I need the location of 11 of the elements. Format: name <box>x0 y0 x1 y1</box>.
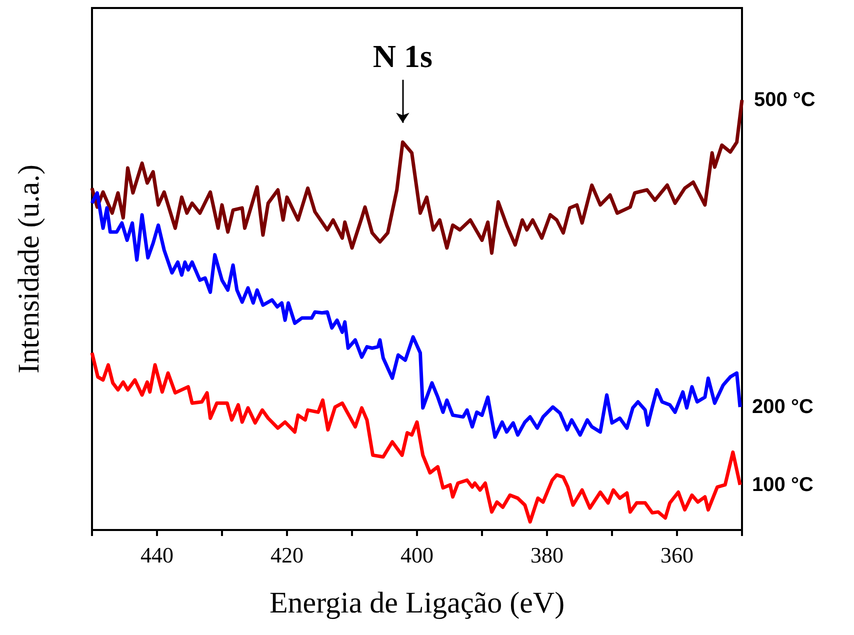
x-tick-label: 400 <box>400 542 434 568</box>
x-axis-title: Energia de Ligação (eV) <box>269 586 565 620</box>
x-tick-label: 420 <box>270 542 304 568</box>
y-axis-title: Intensidade (u.a.) <box>12 164 46 374</box>
series-label: 200 °C <box>752 396 814 418</box>
x-tick-label: 380 <box>530 542 564 568</box>
x-tick-label: 360 <box>660 542 694 568</box>
x-tick-label: 440 <box>140 542 174 568</box>
series-label: 500 °C <box>754 89 816 112</box>
series-label: 100 °C <box>752 474 814 496</box>
text: N 1s <box>372 38 432 74</box>
